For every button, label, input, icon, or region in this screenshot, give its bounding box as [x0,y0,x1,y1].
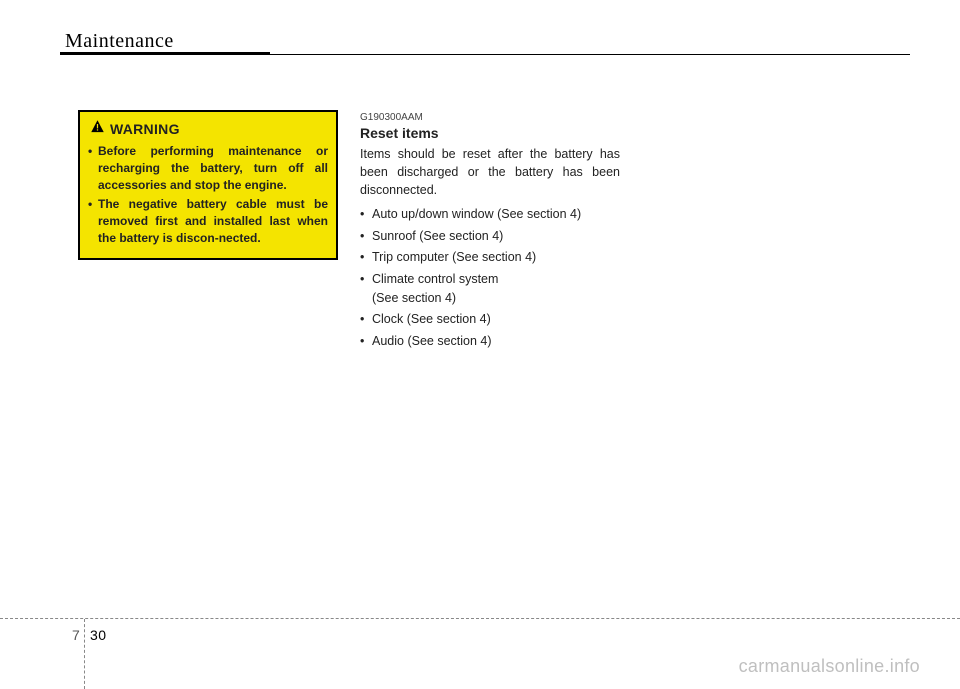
content-column: G190300AAM Reset items Items should be r… [360,112,620,353]
warning-title: WARNING [110,121,180,137]
header-rule-thin [270,54,910,55]
watermark-text: carmanualsonline.info [739,656,920,677]
left-column: WARNING Before performing maintenance or… [78,110,338,260]
page-number: 30 [90,627,107,643]
list-item: Audio (See section 4) [360,332,620,351]
header-rule-bold [60,52,270,55]
footer-rule-horizontal [0,618,960,619]
footer-rule-vertical [84,619,85,689]
manual-page: Maintenance WARNING Before performing ma… [0,0,960,689]
content-code: G190300AAM [360,112,620,123]
warning-list: Before performing maintenance or recharg… [86,143,330,247]
list-item: Auto up/down window (See section 4) [360,205,620,224]
page-header: Maintenance [0,30,960,53]
list-item: Sunroof (See section 4) [360,227,620,246]
warning-triangle-icon [90,119,105,139]
list-item: Trip computer (See section 4) [360,248,620,267]
warning-item: Before performing maintenance or recharg… [88,143,328,193]
header-title: Maintenance [65,30,960,53]
content-intro: Items should be reset after the battery … [360,145,620,199]
content-title: Reset items [360,125,620,141]
warning-box: WARNING Before performing maintenance or… [78,110,338,260]
warning-item: The negative battery cable must be remov… [88,196,328,246]
reset-list: Auto up/down window (See section 4) Sunr… [360,205,620,351]
list-item: Clock (See section 4) [360,310,620,329]
warning-header: WARNING [90,119,330,139]
page-chapter-number: 7 [72,627,80,643]
list-item: Climate control system (See section 4) [360,270,620,309]
